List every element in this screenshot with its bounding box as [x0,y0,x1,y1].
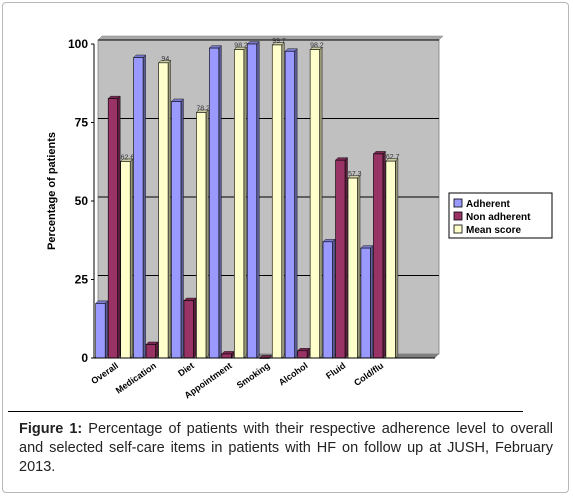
bar [360,247,371,359]
data-label: 62.7 [386,154,400,161]
bar-side [382,150,386,359]
bar [171,101,182,359]
bar-side [167,59,171,359]
bar-side [294,48,298,359]
bar [183,300,194,359]
bar-side [370,245,374,359]
data-labels: 62.6 94 78.2 98.2 99.7 98.2 57.3 62.7 [121,38,400,178]
x-tick-label: Fluid [324,360,347,381]
bar-side [256,41,260,359]
y-tick-label: 100 [68,37,88,51]
bar-side [129,158,133,359]
bar [347,177,358,359]
x-tick-label: Medication [114,360,158,395]
bar-side [395,158,399,359]
bar-chart: 62.6 94 78.2 98.2 99.7 98.2 57.3 62.7 0 25 50 75 10… [46,35,553,400]
y-tick-label: 50 [75,194,89,208]
data-label: 99.7 [272,38,286,45]
bar-side [117,95,121,359]
data-label: 98.2 [234,43,248,50]
legend-swatch [453,198,463,208]
bar [158,62,169,359]
bar-side [142,54,146,359]
caption-divider [8,411,523,412]
bar-side [243,46,247,359]
data-label: 94 [161,56,169,63]
bar [133,57,144,359]
y-tick-label: 25 [75,273,89,287]
bar [322,241,333,359]
bar [297,350,308,359]
bar-side [104,300,108,359]
data-label: 57.3 [348,171,362,178]
bar-side [357,175,361,359]
y-axis-label: Percentage of patients [46,132,58,250]
x-tick-label: Diet [176,360,196,378]
bar [385,160,396,359]
bar-side [319,46,323,359]
y-tick-label: 0 [81,351,88,365]
data-label: 98.2 [310,43,324,50]
legend-label: Non adherent [466,212,531,223]
bar [271,44,283,359]
bar-side [332,238,336,359]
legend: Adherent Non adherent Mean score [448,192,553,239]
legend-label: Adherent [466,199,511,210]
legend-label: Mean score [466,225,521,236]
bar [209,47,220,359]
bar [335,159,346,359]
bar-side [344,157,348,359]
bar [120,161,131,359]
plot-top-depth [97,35,444,41]
bar-side [205,109,209,359]
bar-side [180,98,184,359]
bar [309,49,320,359]
figure-caption: Figure 1: Percentage of patients with th… [19,420,553,477]
bar [95,303,106,359]
bar [196,112,207,359]
bar-side [218,45,222,359]
x-tick-label: Smoking [235,360,272,390]
y-tick-label: 75 [75,116,89,130]
bar [373,153,384,359]
bar-side [193,297,197,359]
data-label: 62.6 [121,154,135,161]
data-label: 78.2 [196,105,210,112]
bar [145,344,156,359]
x-tick-label: Alcohol [277,360,310,387]
bar [221,353,232,359]
bar [246,43,258,359]
caption-text: Percentage of patients with their respec… [19,421,553,475]
caption-label: Figure 1: [19,421,83,437]
bar [107,98,118,359]
bar [234,49,245,359]
x-tick-label: Overall [89,360,120,386]
legend-swatch [453,224,463,234]
bars [95,41,399,359]
bar-side [281,41,285,359]
legend-swatch [453,211,463,221]
bar [284,50,295,359]
x-tick-label: Cold/flu [352,360,385,387]
legend-box [448,192,553,239]
